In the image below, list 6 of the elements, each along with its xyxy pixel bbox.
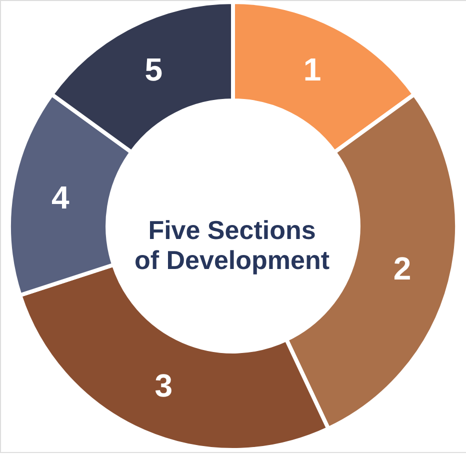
slice-label: 3 [154,367,173,404]
slice-label: 4 [52,180,70,216]
text: Five Sections of Development [134,215,330,275]
slice-label: 5 [144,51,163,88]
slice-label: 2 [393,250,412,286]
slice-label: 1 [303,51,322,88]
